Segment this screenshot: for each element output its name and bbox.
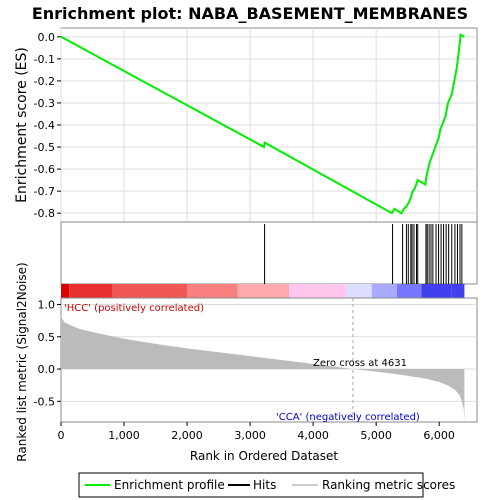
metric-y-tick-label: 1.0 [38,298,56,311]
legend-metric-label: Ranking metric scores [322,478,455,492]
x-tick-label: 0 [58,429,65,442]
es-y-ticks: 0.0 -0.1 -0.2 -0.3 -0.4 -0.5 -0.6 -0.7 -0.8 [34,31,61,220]
es-y-tick-label: -0.2 [34,75,55,88]
ranking-metric-area [61,314,465,421]
x-axis-label: Rank in Ordered Dataset [190,449,338,463]
hits-group [264,224,463,284]
positive-label: 'HCC' (positively correlated) [64,303,204,314]
color-bar-segment [421,284,452,298]
hits-panel-frame [60,221,478,285]
color-bar-segment [371,284,397,298]
metric-y-tick-label: 0.0 [38,363,56,376]
es-y-tick-label: -0.3 [34,97,55,110]
color-bar-segment [69,284,113,298]
legend-hits-label: Hits [253,478,276,492]
metric-y-axis-label: Ranked list metric (Signal2Noise) [15,262,29,461]
es-y-tick-label: -0.8 [34,207,55,220]
es-y-tick-label: 0.0 [38,31,56,44]
color-bar-segment [61,284,70,298]
x-tick-label: 1,000 [108,429,140,442]
color-bar-segment [187,284,238,298]
es-y-tick-label: -0.4 [34,119,55,132]
es-y-tick-label: -0.1 [34,53,55,66]
es-y-tick-label: -0.5 [34,141,55,154]
color-bar-segment [345,284,372,298]
x-tick-label: 3,000 [234,429,266,442]
es-y-axis-label: Enrichment score (ES) [14,47,30,203]
metric-y-tick-label: 0.5 [38,331,56,344]
x-axis-ticks: 0 1,000 2,000 3,000 4,000 5,000 6,000 [58,422,455,442]
metric-y-tick-label: -0.5 [34,395,55,408]
metric-y-ticks: 1.0 0.5 0.0 -0.5 [34,298,61,408]
enrichment-profile-line [60,32,465,215]
zero-cross-label: Zero cross at 4631 [313,358,407,369]
color-bar-segment [451,284,465,298]
es-y-tick-label: -0.7 [34,185,55,198]
x-tick-label: 6,000 [423,429,455,442]
color-bar-segment [237,284,290,298]
legend-enrichment-label: Enrichment profile [114,478,225,492]
chart-title: Enrichment plot: NABA_BASEMENT_MEMBRANES [32,4,468,23]
rank-color-bar [61,284,465,298]
x-tick-label: 4,000 [297,429,329,442]
negative-label: 'CCA' (negatively correlated) [276,412,420,423]
es-y-tick-label: -0.6 [34,163,55,176]
x-tick-label: 5,000 [360,429,392,442]
color-bar-segment [289,284,346,298]
color-bar-segment [112,284,188,298]
legend-box [78,472,424,498]
x-tick-label: 2,000 [171,429,203,442]
color-bar-segment [396,284,422,298]
